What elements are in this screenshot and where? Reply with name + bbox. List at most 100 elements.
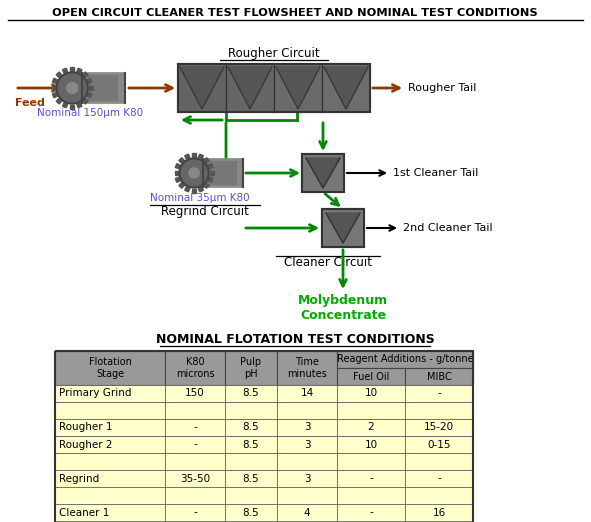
Bar <box>63 68 68 74</box>
Bar <box>55 470 165 487</box>
Text: Rougher Circuit: Rougher Circuit <box>228 47 320 60</box>
Bar <box>89 86 93 90</box>
Bar <box>192 153 196 158</box>
Circle shape <box>180 159 209 187</box>
Bar <box>83 72 88 78</box>
Text: 8.5: 8.5 <box>243 507 259 517</box>
Bar <box>207 164 213 169</box>
Bar <box>405 436 473 453</box>
Bar <box>178 64 370 112</box>
Bar <box>87 78 92 84</box>
Text: 2: 2 <box>368 422 374 433</box>
Bar <box>225 351 277 385</box>
Bar <box>323 210 363 246</box>
Text: Rougher 1: Rougher 1 <box>59 422 112 433</box>
Bar <box>337 453 405 470</box>
Bar <box>210 171 214 175</box>
Bar <box>303 155 343 191</box>
Bar <box>77 68 82 74</box>
Bar <box>204 183 209 188</box>
Bar <box>55 419 165 436</box>
Bar <box>204 158 209 163</box>
Text: 35-50: 35-50 <box>180 473 210 483</box>
Bar <box>405 470 473 487</box>
Bar <box>405 419 473 436</box>
Bar <box>207 177 213 182</box>
Bar <box>176 164 180 169</box>
Text: Nominal 35μm K80: Nominal 35μm K80 <box>150 193 250 203</box>
Bar <box>165 487 225 504</box>
Bar <box>322 209 364 247</box>
Bar <box>337 436 405 453</box>
Bar <box>277 487 337 504</box>
Bar <box>55 504 165 521</box>
Text: 10: 10 <box>365 440 378 449</box>
Bar <box>55 402 165 419</box>
Text: 15-20: 15-20 <box>424 422 454 433</box>
Bar <box>302 154 344 192</box>
Bar <box>88 75 118 101</box>
Bar <box>165 521 225 522</box>
Bar <box>337 385 405 402</box>
Bar <box>165 402 225 419</box>
Text: -: - <box>193 440 197 449</box>
Bar <box>53 92 58 98</box>
Bar <box>209 161 236 185</box>
Text: -: - <box>369 507 373 517</box>
Text: 0-15: 0-15 <box>427 440 451 449</box>
Bar <box>56 72 62 78</box>
Bar <box>337 521 405 522</box>
Text: -: - <box>193 422 197 433</box>
Bar <box>277 504 337 521</box>
Bar <box>165 419 225 436</box>
Bar <box>405 504 473 521</box>
Bar <box>277 351 337 385</box>
Text: Regrind Circuit: Regrind Circuit <box>161 205 249 218</box>
Text: 8.5: 8.5 <box>243 440 259 449</box>
Bar <box>165 436 225 453</box>
Bar <box>165 470 225 487</box>
Bar <box>322 209 364 247</box>
Bar <box>337 368 405 385</box>
Text: Reagent Additions - g/tonne: Reagent Additions - g/tonne <box>337 354 473 364</box>
Bar <box>198 186 203 192</box>
Bar <box>185 154 190 159</box>
Bar <box>337 487 405 504</box>
Bar <box>225 402 277 419</box>
Bar <box>165 453 225 470</box>
Bar <box>55 453 165 470</box>
Bar <box>225 436 277 453</box>
Bar <box>225 385 277 402</box>
Polygon shape <box>306 158 340 188</box>
Bar <box>277 521 337 522</box>
Bar <box>56 98 62 104</box>
Text: 3: 3 <box>304 422 310 433</box>
Text: K80
microns: K80 microns <box>176 357 215 379</box>
Circle shape <box>57 73 88 103</box>
Text: Cleaner 1: Cleaner 1 <box>59 507 109 517</box>
Bar <box>70 104 74 109</box>
Bar <box>405 385 473 402</box>
Bar <box>55 487 165 504</box>
Bar <box>405 402 473 419</box>
Bar <box>226 64 274 112</box>
Bar <box>337 402 405 419</box>
Text: -: - <box>369 473 373 483</box>
Text: 14: 14 <box>300 388 314 398</box>
Text: 8.5: 8.5 <box>243 388 259 398</box>
Text: OPEN CIRCUIT CLEANER TEST FLOWSHEET AND NOMINAL TEST CONDITIONS: OPEN CIRCUIT CLEANER TEST FLOWSHEET AND … <box>52 8 538 18</box>
Bar <box>225 487 277 504</box>
Polygon shape <box>276 67 320 109</box>
Bar <box>203 159 242 187</box>
Bar <box>70 67 74 72</box>
Bar <box>176 177 180 182</box>
Bar <box>302 154 344 192</box>
Text: Flotation
Stage: Flotation Stage <box>89 357 131 379</box>
Text: -: - <box>193 507 197 517</box>
Bar <box>178 64 226 112</box>
Bar <box>337 504 405 521</box>
Bar <box>225 504 277 521</box>
Text: Molybdenum
Concentrate: Molybdenum Concentrate <box>298 294 388 322</box>
Text: Cleaner Circuit: Cleaner Circuit <box>284 256 372 269</box>
Bar <box>165 504 225 521</box>
